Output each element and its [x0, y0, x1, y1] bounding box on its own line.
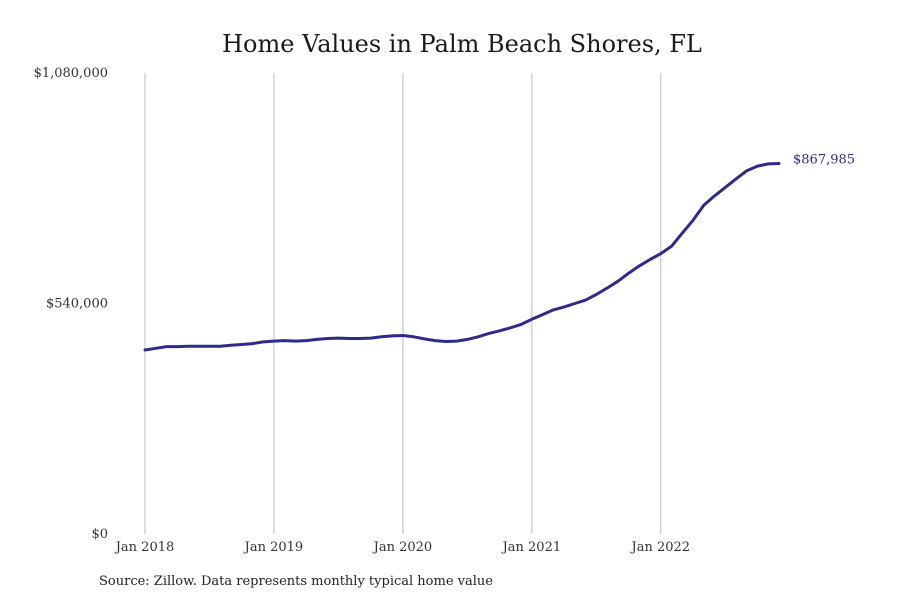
x-tick-label: Jan 2019	[243, 540, 304, 555]
x-axis-ticks: Jan 2018 Jan 2019 Jan 2020 Jan 2021 Jan 2022	[114, 540, 690, 555]
x-tick-label: Jan 2022	[630, 540, 691, 555]
y-axis-ticks: $0 $540,000 $1,080,000	[34, 66, 108, 542]
y-tick-label: $0	[91, 527, 108, 542]
source-note: Source: Zillow. Data represents monthly …	[99, 574, 493, 589]
x-tick-label: Jan 2020	[372, 540, 433, 555]
y-tick-label: $540,000	[46, 297, 108, 312]
series-line	[143, 162, 781, 352]
gridlines	[144, 73, 662, 534]
x-tick-label: Jan 2018	[114, 540, 175, 555]
end-value-label: $867,985	[793, 152, 855, 167]
x-tick-label: Jan 2021	[501, 540, 562, 555]
y-tick-label: $1,080,000	[34, 66, 108, 81]
chart-title: Home Values in Palm Beach Shores, FL	[222, 30, 702, 58]
